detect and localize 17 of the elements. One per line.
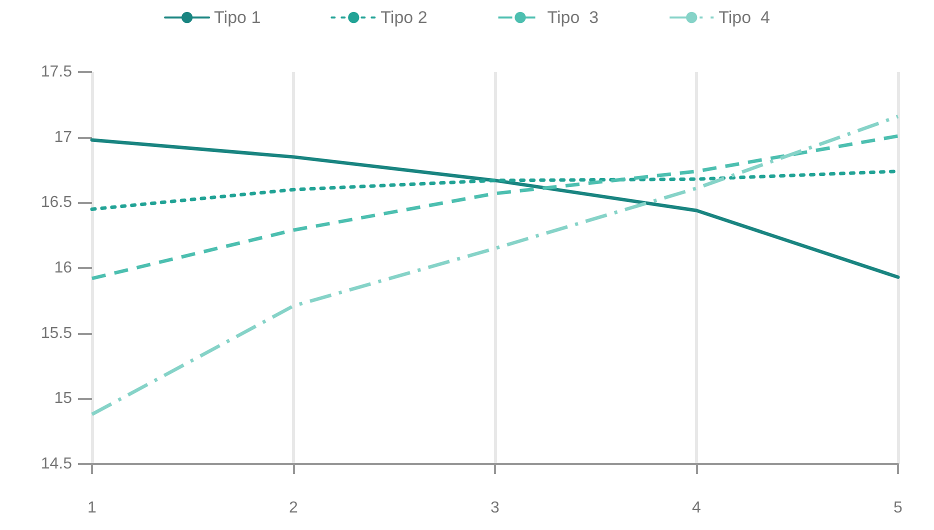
y-tick-label: 14.5: [40, 456, 72, 472]
y-tick-label: 15.5: [40, 324, 72, 342]
legend-label: Tipo 3: [547, 8, 599, 27]
legend-label: Tipo 1: [214, 8, 261, 27]
y-tick-label: 17: [54, 128, 72, 146]
y-tick-label: 16: [54, 260, 72, 276]
y-tick-label: 16.5: [40, 194, 72, 212]
legend-label: Tipo 2: [380, 8, 428, 27]
x-tick-label: 5: [894, 500, 903, 516]
x-tick-label: 2: [289, 500, 298, 516]
x-tick-label: 3: [490, 500, 500, 516]
x-tick-label: 1: [88, 500, 97, 516]
x-tick-label: 4: [692, 500, 702, 516]
y-tick-label: 17.5: [40, 64, 72, 80]
line-series: [90, 114, 900, 416]
y-tick-label: 15: [54, 390, 72, 408]
legend-label: Tipo 4: [718, 8, 770, 27]
